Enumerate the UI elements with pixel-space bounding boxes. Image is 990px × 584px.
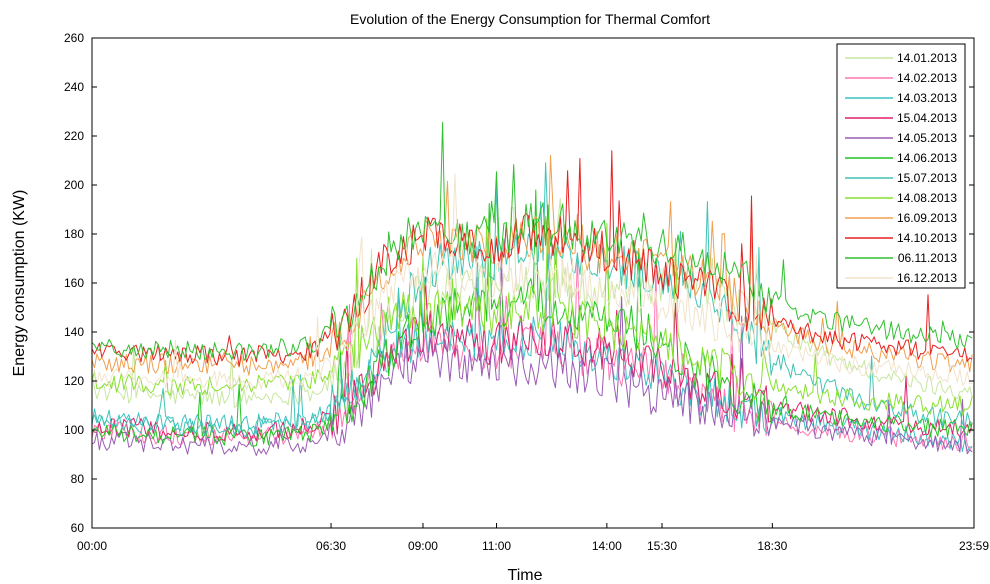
x-tick-label: 06:30 [316, 539, 346, 553]
legend-label: 16.12.2013 [897, 271, 957, 285]
series-line-16-12-2013 [91, 173, 973, 391]
y-tick-label: 200 [64, 178, 84, 192]
x-axis-label: Time [508, 567, 543, 584]
y-tick-label: 220 [64, 129, 84, 143]
legend-label: 14.10.2013 [897, 231, 957, 245]
y-axis-ticks: 60 80 100 120 140 160 180 200 220 240 260 [64, 31, 974, 535]
x-tick-label: 18:30 [757, 539, 787, 553]
y-tick-label: 240 [64, 80, 84, 94]
y-tick-label: 120 [64, 374, 84, 388]
series-line-14-06-2013 [91, 189, 973, 447]
y-tick-label: 140 [64, 325, 84, 339]
series-line-14-10-2013 [91, 150, 973, 367]
y-tick-label: 160 [64, 276, 84, 290]
chart-title: Evolution of the Energy Consumption for … [350, 11, 710, 27]
legend-label: 15.07.2013 [897, 171, 957, 185]
y-tick-label: 180 [64, 227, 84, 241]
y-tick-label: 100 [64, 423, 84, 437]
legend-label: 14.01.2013 [897, 51, 957, 65]
legend-label: 06.11.2013 [898, 251, 957, 265]
plot-lines [91, 121, 973, 456]
legend-label: 14.08.2013 [897, 191, 957, 205]
x-tick-label: 11:00 [482, 539, 511, 553]
x-tick-label: 09:00 [408, 539, 438, 553]
series-line-15-07-2013 [91, 162, 973, 437]
y-tick-label: 80 [71, 472, 85, 486]
legend-label: 14.02.2013 [897, 71, 957, 85]
series-line-14-03-2013 [91, 246, 973, 452]
legend-label: 14.05.2013 [897, 131, 957, 145]
y-axis-label: Energy consumption (KW) [11, 190, 28, 377]
x-tick-label: 00:00 [77, 539, 107, 553]
series-line-06-11-2013 [91, 121, 973, 361]
x-tick-label: 14:00 [592, 539, 622, 553]
y-tick-label: 260 [64, 31, 84, 45]
legend: 14.01.2013 14.02.2013 14.03.2013 15.04.2013… [836, 43, 966, 289]
legend-label: 14.06.2013 [897, 151, 957, 165]
x-axis-ticks: 00:00 06:30 09:00 11:00 14:00 15:30 18:30 23:59 [77, 523, 989, 553]
legend-items: 14.01.2013 14.02.2013 14.03.2013 15.04.2013… [845, 51, 957, 285]
series-line-15-04-2013 [91, 276, 973, 442]
legend-label: 14.03.2013 [897, 91, 957, 105]
x-tick-label: 23:59 [959, 539, 989, 553]
y-tick-label: 60 [71, 521, 85, 535]
legend-label: 15.04.2013 [897, 111, 957, 125]
legend-label: 16.09.2013 [897, 211, 957, 225]
series-line-14-05-2013 [91, 252, 973, 456]
legend-box [836, 43, 966, 289]
x-tick-label: 15:30 [647, 539, 677, 553]
